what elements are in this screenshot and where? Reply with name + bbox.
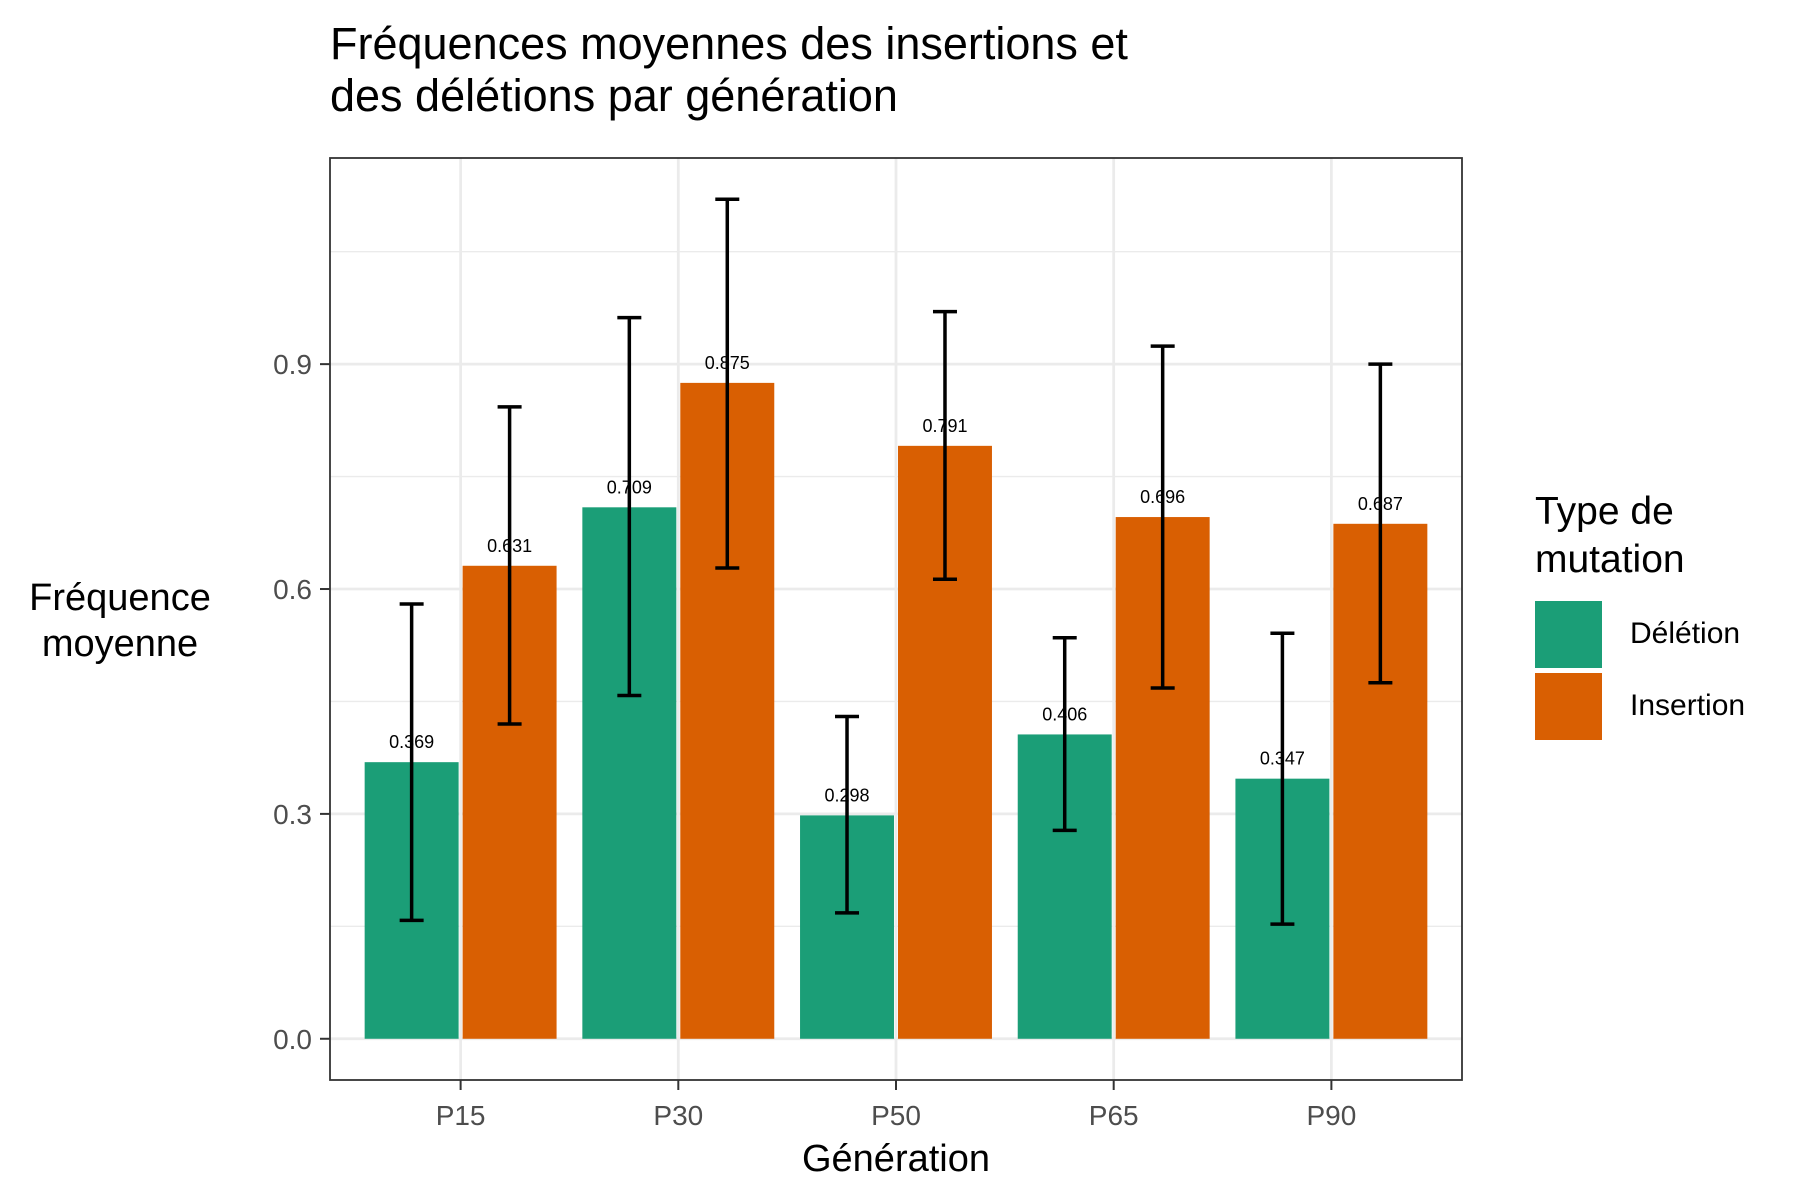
y-tick-label: 0.3	[273, 799, 312, 830]
y-tick-label: 0.6	[273, 574, 312, 605]
x-tick-label: P50	[871, 1100, 921, 1131]
chart-title-line-2: des délétions par génération	[330, 70, 898, 121]
chart-title: Fréquences moyennes des insertions et de…	[330, 18, 1128, 122]
y-axis-label: Fréquence moyenne	[8, 575, 232, 667]
legend-title: Type de mutation	[1535, 488, 1745, 584]
x-tick-label: P30	[653, 1100, 703, 1131]
y-tick-label: 0.9	[273, 349, 312, 380]
legend-label-insertion: Insertion	[1630, 689, 1746, 722]
y-axis-label-line-1: Fréquence	[29, 577, 211, 619]
legend-item-deletion: Délétion	[1535, 598, 1745, 670]
x-tick-label: P90	[1306, 1100, 1356, 1131]
legend-title-line-2: mutation	[1535, 538, 1685, 581]
legend-label-deletion: Délétion	[1630, 617, 1741, 650]
x-tick-label: P65	[1089, 1100, 1139, 1131]
legend-item-insertion: Insertion	[1535, 670, 1745, 742]
legend-key-deletion	[1535, 600, 1602, 668]
y-axis-label-line-2: moyenne	[41, 623, 199, 665]
x-tick-label: P15	[436, 1100, 486, 1131]
x-axis-label: Génération	[801, 1138, 990, 1180]
legend-key-insertion	[1535, 672, 1602, 740]
legend: Type de mutation Délétion Insertion	[1535, 488, 1745, 742]
chart-title-line-1: Fréquences moyennes des insertions et	[330, 18, 1128, 69]
legend-title-line-1: Type de	[1535, 490, 1674, 533]
y-tick-label: 0.0	[273, 1024, 312, 1055]
